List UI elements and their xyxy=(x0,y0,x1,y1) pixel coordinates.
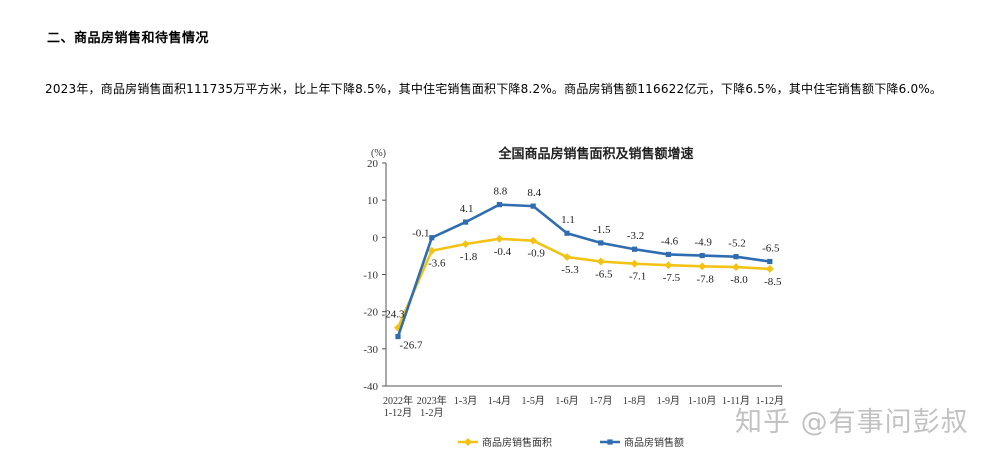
data-label: -7.5 xyxy=(663,272,681,284)
x-tick-label: 1-7月 xyxy=(589,395,612,407)
data-label: -1.8 xyxy=(460,251,478,263)
data-label: -0.1 xyxy=(412,228,429,240)
data-point-area xyxy=(765,264,774,273)
x-tick-label: 1-6月 xyxy=(555,395,578,407)
data-point-area xyxy=(698,262,707,271)
data-label: -0.4 xyxy=(494,246,512,258)
x-tick-label: 2022年 1-12月 xyxy=(383,394,413,419)
data-label: -4.9 xyxy=(694,237,712,249)
data-label: -5.3 xyxy=(561,264,579,276)
data-label: -0.9 xyxy=(527,248,545,260)
data-label: -8.0 xyxy=(730,274,748,286)
data-point-amount xyxy=(395,333,401,340)
y-tick-label: -40 xyxy=(363,381,378,393)
x-tick-label: 1-9月 xyxy=(657,395,680,407)
y-tick-label: -20 xyxy=(363,307,378,319)
data-point-area xyxy=(495,234,504,243)
data-label: -5.2 xyxy=(728,238,745,250)
data-point-area xyxy=(664,261,673,270)
x-tick-label: 1-4月 xyxy=(488,395,511,407)
data-point-amount xyxy=(429,235,435,241)
summary-paragraph: 2023年，商品房销售面积111735万平方米，比上年下降8.5%，其中住宅销售… xyxy=(45,82,943,96)
watermark-text: 知乎 @有事问彭叔 xyxy=(735,407,969,438)
y-tick-label: 10 xyxy=(367,195,379,207)
chart-title: 全国商品房销售面积及销售额增速 xyxy=(497,146,693,162)
data-point-amount xyxy=(564,230,570,236)
x-tick-label: 2023年 1-2月 xyxy=(417,394,447,419)
data-point-amount xyxy=(699,252,705,259)
data-label: -6.5 xyxy=(595,268,613,280)
data-label: -7.1 xyxy=(629,271,646,283)
y-tick-label: -10 xyxy=(363,270,378,282)
data-point-area xyxy=(630,259,639,268)
legend-label: 商品房销售额 xyxy=(624,436,684,449)
data-point-amount xyxy=(530,203,536,209)
data-point-amount xyxy=(463,219,469,225)
data-label: 1.1 xyxy=(561,214,575,226)
x-tick-label: 1-11月 xyxy=(722,395,750,407)
data-point-amount xyxy=(733,254,739,260)
x-tick-label: 1-5月 xyxy=(522,395,545,407)
y-tick-label: -30 xyxy=(363,344,378,356)
data-point-amount xyxy=(496,202,502,208)
data-label: 8.4 xyxy=(527,187,541,199)
series-line-amount xyxy=(396,203,770,337)
data-label: -1.5 xyxy=(593,224,611,236)
legend-swatch-marker xyxy=(607,439,613,445)
x-tick-label: 1-3月 xyxy=(454,395,477,407)
data-label: 8.8 xyxy=(494,186,508,198)
data-label: -26.7 xyxy=(400,340,423,352)
legend-swatch-marker xyxy=(464,438,472,446)
data-point-amount xyxy=(665,251,671,258)
data-point-area xyxy=(529,236,538,245)
data-label: 4.1 xyxy=(460,203,474,215)
legend-label: 商品房销售面积 xyxy=(482,436,552,449)
data-label: -3.2 xyxy=(627,230,644,242)
y-axis-unit: (%) xyxy=(371,148,386,159)
series-line-area xyxy=(396,237,770,329)
data-point-area xyxy=(461,240,470,248)
data-label: -8.5 xyxy=(764,276,782,288)
data-point-area xyxy=(732,263,740,272)
data-point-area xyxy=(596,257,605,266)
x-tick-label: 1-8月 xyxy=(623,395,646,407)
data-label: -7.8 xyxy=(696,273,714,285)
data-point-amount xyxy=(767,258,773,265)
data-label: -24.3 xyxy=(382,309,405,321)
data-point-area xyxy=(427,246,436,255)
x-tick-label: 1-10月 xyxy=(688,395,716,407)
data-label: -3.6 xyxy=(428,258,446,270)
data-point-amount xyxy=(632,246,638,252)
data-label: -6.5 xyxy=(762,242,780,254)
data-label: -4.6 xyxy=(661,235,679,247)
data-point-amount xyxy=(598,240,604,246)
y-tick-label: 20 xyxy=(367,158,379,170)
x-tick-label: 1-12月 xyxy=(756,395,784,407)
section-heading: 二、商品房销售和待售情况 xyxy=(47,31,210,46)
y-tick-label: 0 xyxy=(373,232,379,244)
